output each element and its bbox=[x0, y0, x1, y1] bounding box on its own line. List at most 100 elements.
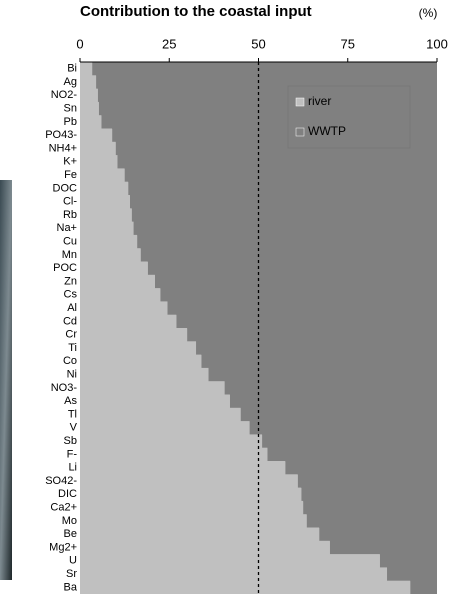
y-tick-label: Sn bbox=[64, 102, 77, 114]
y-tick-label: Na+ bbox=[57, 222, 78, 234]
bar-segment bbox=[80, 500, 304, 515]
bar-segment bbox=[80, 540, 330, 555]
bar-segment bbox=[131, 208, 437, 222]
bar-segment bbox=[80, 75, 97, 89]
bar-segment bbox=[80, 288, 161, 302]
bar-segment bbox=[80, 261, 148, 276]
bar-segment bbox=[80, 328, 188, 342]
legend-swatch bbox=[295, 97, 305, 107]
bar-segment bbox=[167, 301, 437, 316]
bar-segment bbox=[303, 500, 437, 515]
x-tick-label: 75 bbox=[341, 36, 355, 51]
bar-segment bbox=[80, 208, 132, 222]
y-tick-label: PO43- bbox=[45, 129, 77, 141]
bar-segment bbox=[224, 381, 437, 395]
y-tick-label: SO42- bbox=[45, 475, 77, 487]
bar-segment bbox=[306, 514, 437, 528]
y-tick-label: Co bbox=[63, 355, 77, 367]
bar-segment bbox=[80, 514, 307, 528]
bar-segment bbox=[229, 394, 437, 409]
x-tick-label: 25 bbox=[162, 36, 176, 51]
legend-swatch bbox=[295, 127, 305, 137]
background-photo-strip bbox=[0, 180, 12, 580]
bar-segment bbox=[80, 234, 138, 249]
bar-segment bbox=[410, 580, 437, 594]
bar-segment bbox=[80, 567, 388, 582]
y-tick-label: Al bbox=[67, 302, 77, 314]
y-tick-label: U bbox=[69, 555, 77, 567]
y-tick-label: DIC bbox=[58, 488, 77, 500]
y-tick-label: Cu bbox=[63, 235, 77, 247]
bar-segment bbox=[92, 62, 437, 76]
y-tick-label: NO3- bbox=[51, 382, 78, 394]
bar-segment bbox=[80, 461, 286, 475]
y-tick-label: Cd bbox=[63, 315, 77, 327]
y-tick-label: Ag bbox=[64, 76, 77, 88]
bar-segment bbox=[80, 354, 202, 369]
chart-title: Contribution to the coastal input bbox=[80, 3, 312, 20]
bar-segment bbox=[124, 168, 437, 183]
y-tick-label: Mg2+ bbox=[49, 541, 77, 553]
y-tick-label: Fe bbox=[64, 169, 77, 181]
bar-segment bbox=[128, 181, 437, 196]
y-tick-label: Rb bbox=[63, 209, 77, 221]
bar-segment bbox=[80, 115, 102, 129]
bar-segment bbox=[80, 447, 268, 462]
bar-segment bbox=[80, 554, 380, 568]
y-tick-label: NH4+ bbox=[49, 142, 77, 154]
bar-segment bbox=[80, 128, 113, 143]
y-tick-label: DOC bbox=[53, 182, 78, 194]
y-tick-label: Ti bbox=[68, 342, 77, 354]
bar-segment bbox=[187, 328, 437, 342]
bar-segment bbox=[129, 195, 438, 209]
bar-segment bbox=[80, 101, 99, 116]
bar-segment bbox=[80, 301, 168, 316]
x-tick-label: 0 bbox=[76, 36, 83, 51]
bar-segment bbox=[80, 168, 125, 183]
axis-unit: (%) bbox=[419, 6, 438, 20]
bar-segment bbox=[80, 181, 129, 196]
y-tick-label: Sr bbox=[66, 568, 77, 580]
y-tick-label: Cr bbox=[65, 329, 77, 341]
bar-segment bbox=[154, 274, 437, 289]
y-tick-label: As bbox=[64, 395, 77, 407]
y-tick-label: Li bbox=[68, 462, 77, 474]
bar-segment bbox=[80, 407, 241, 422]
bar-segment bbox=[329, 540, 437, 555]
bar-segment bbox=[80, 248, 141, 262]
bar-segment bbox=[80, 341, 197, 355]
y-tick-label: Zn bbox=[64, 275, 77, 287]
bar-segment bbox=[267, 447, 437, 462]
bar-segment bbox=[80, 62, 93, 76]
legend-box bbox=[287, 85, 411, 149]
bar-segment bbox=[240, 407, 437, 422]
bar-segment bbox=[80, 381, 225, 395]
bar-segment bbox=[80, 155, 118, 169]
y-tick-label: POC bbox=[53, 262, 77, 274]
bar-segment bbox=[319, 527, 437, 542]
bar-segment bbox=[80, 367, 209, 382]
y-tick-label: Tl bbox=[68, 408, 77, 420]
legend-label: river bbox=[308, 94, 331, 108]
bar-segment bbox=[379, 554, 437, 568]
y-tick-label: NO2- bbox=[51, 89, 78, 101]
x-tick-label: 50 bbox=[251, 36, 265, 51]
bar-segment bbox=[140, 248, 437, 262]
bar-segment bbox=[133, 221, 438, 236]
y-tick-label: Be bbox=[64, 528, 77, 540]
bar-segment bbox=[176, 314, 437, 329]
bar-segment bbox=[208, 367, 437, 382]
y-tick-label: Cs bbox=[64, 289, 78, 301]
bar-segment bbox=[80, 421, 250, 435]
y-tick-label: Mo bbox=[62, 515, 77, 527]
legend-label: WWTP bbox=[308, 124, 346, 138]
y-tick-label: V bbox=[70, 422, 78, 434]
bar-segment bbox=[80, 487, 302, 502]
y-tick-label: Pb bbox=[64, 116, 77, 128]
y-tick-label: Ca2+ bbox=[50, 501, 77, 513]
label-panel bbox=[14, 62, 80, 594]
x-tick-label: 100 bbox=[426, 36, 448, 51]
bar-segment bbox=[137, 234, 437, 249]
bar-segment bbox=[80, 221, 134, 236]
